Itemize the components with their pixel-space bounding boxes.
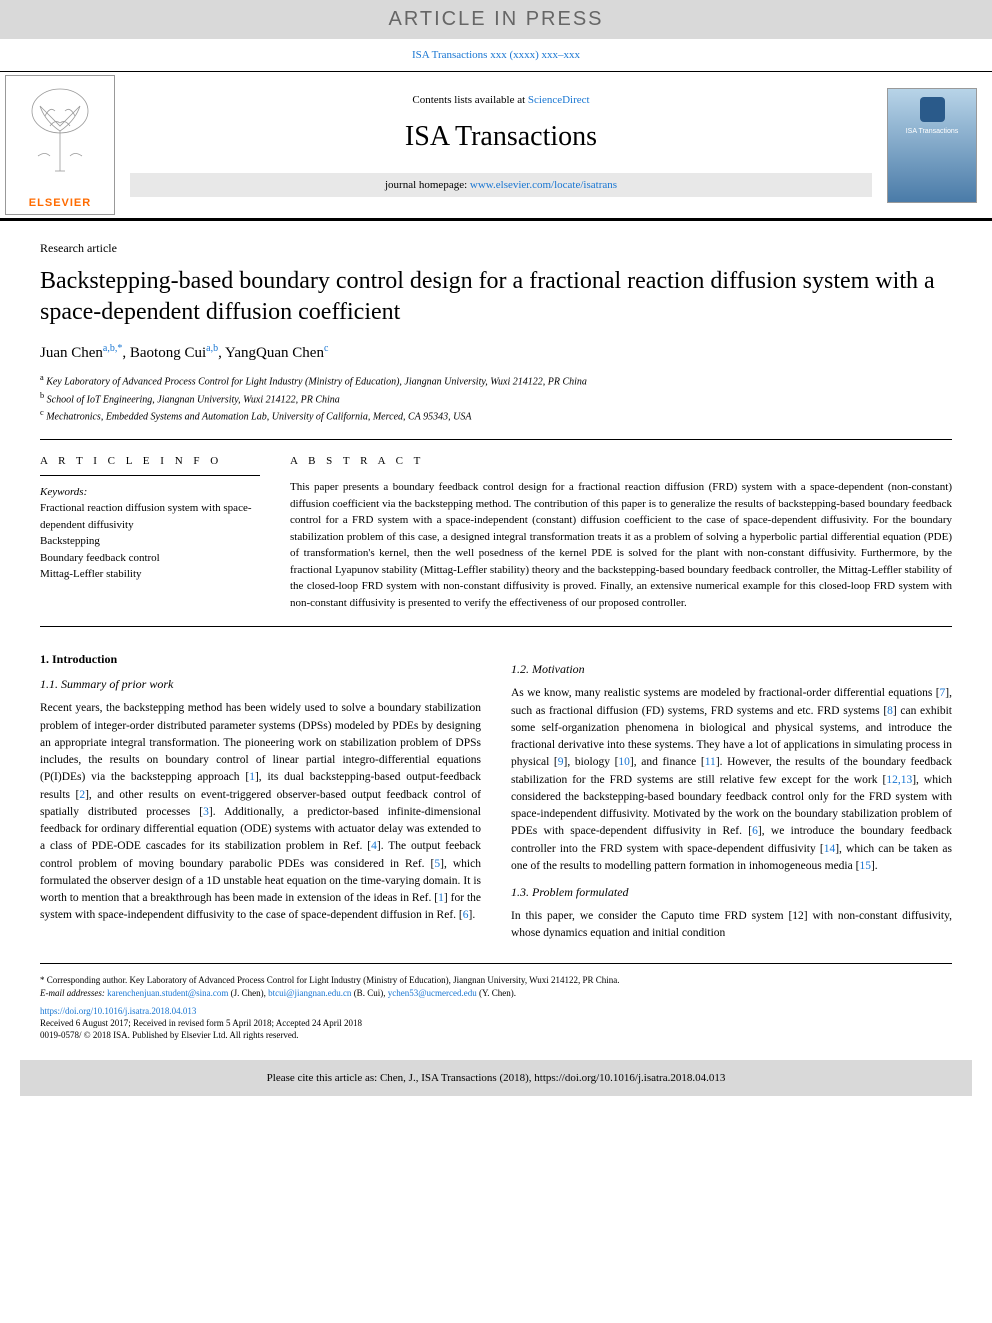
doi-line: https://doi.org/10.1016/j.isatra.2018.04… — [40, 1006, 952, 1016]
cover-title: ISA Transactions — [906, 128, 959, 135]
article-type: Research article — [40, 241, 952, 256]
article-in-press-banner: ARTICLE IN PRESS — [0, 0, 992, 39]
authors: Juan Chena,b,*, Baotong Cuia,b, YangQuan… — [40, 343, 952, 362]
author-2: Baotong Cuia,b — [130, 345, 218, 361]
section-1-3-text: In this paper, we consider the Caputo ti… — [511, 908, 952, 943]
affiliations: a Key Laboratory of Advanced Process Con… — [40, 372, 952, 424]
section-1-heading: 1. Introduction — [40, 652, 481, 667]
journal-reference: ISA Transactions xxx (xxxx) xxx–xxx — [0, 39, 992, 71]
body-columns: 1. Introduction 1.1. Summary of prior wo… — [40, 652, 952, 942]
journal-header: ELSEVIER Contents lists available at Sci… — [0, 71, 992, 221]
section-1-2-text: As we know, many realistic systems are m… — [511, 685, 952, 875]
author-1: Juan Chena,b,* — [40, 345, 122, 361]
journal-cover: ISA Transactions — [887, 88, 977, 203]
elsevier-text: ELSEVIER — [29, 197, 91, 209]
section-1-2-heading: 1.2. Motivation — [511, 662, 952, 677]
right-column: 1.2. Motivation As we know, many realist… — [511, 652, 952, 942]
abstract-heading: A B S T R A C T — [290, 455, 952, 467]
keyword-1: Fractional reaction diffusion system wit… — [40, 500, 260, 533]
keywords-list: Fractional reaction diffusion system wit… — [40, 500, 260, 583]
homepage-link[interactable]: www.elsevier.com/locate/isatrans — [470, 179, 617, 191]
journal-title: ISA Transactions — [130, 121, 872, 153]
homepage-prefix: journal homepage: — [385, 179, 470, 191]
article-info-heading: A R T I C L E I N F O — [40, 455, 260, 476]
abstract-text: This paper presents a boundary feedback … — [290, 479, 952, 611]
cite-box: Please cite this article as: Chen, J., I… — [20, 1060, 972, 1096]
affiliation-b: b School of IoT Engineering, Jiangnan Un… — [40, 390, 952, 407]
cover-badge-icon — [920, 97, 945, 122]
received-line: Received 6 August 2017; Received in revi… — [40, 1018, 952, 1028]
doi-link[interactable]: https://doi.org/10.1016/j.isatra.2018.04… — [40, 1006, 196, 1016]
elsevier-logo: ELSEVIER — [5, 75, 115, 215]
sciencedirect-link[interactable]: ScienceDirect — [528, 94, 590, 106]
email-label: E-mail addresses: — [40, 988, 107, 998]
keyword-4: Mittag-Leffler stability — [40, 566, 260, 583]
homepage-line: journal homepage: www.elsevier.com/locat… — [130, 173, 872, 197]
keywords-label: Keywords: — [40, 486, 260, 498]
section-1-1-heading: 1.1. Summary of prior work — [40, 677, 481, 692]
author-3: YangQuan Chenc — [225, 345, 328, 361]
email-1[interactable]: karenchenjuan.student@sina.com — [107, 988, 228, 998]
affiliation-a: a Key Laboratory of Advanced Process Con… — [40, 372, 952, 389]
section-1-1-text: Recent years, the backstepping method ha… — [40, 700, 481, 924]
left-column: 1. Introduction 1.1. Summary of prior wo… — [40, 652, 481, 942]
keyword-3: Boundary feedback control — [40, 550, 260, 567]
abstract-column: A B S T R A C T This paper presents a bo… — [290, 455, 952, 611]
contents-prefix: Contents lists available at — [412, 94, 527, 106]
corresp-text: * Corresponding author. Key Laboratory o… — [40, 974, 952, 988]
affiliation-c: c Mechatronics, Embedded Systems and Aut… — [40, 407, 952, 424]
section-1-3-heading: 1.3. Problem formulated — [511, 885, 952, 900]
keyword-2: Backstepping — [40, 533, 260, 550]
article-info-column: A R T I C L E I N F O Keywords: Fraction… — [40, 455, 290, 611]
header-center: Contents lists available at ScienceDirec… — [120, 84, 882, 207]
footer-separator — [40, 963, 952, 964]
email-line: E-mail addresses: karenchenjuan.student@… — [40, 987, 952, 1001]
corresponding-author-footnote: * Corresponding author. Key Laboratory o… — [40, 974, 952, 1001]
email-2[interactable]: btcui@jiangnan.edu.cn — [268, 988, 351, 998]
copyright-line: 0019-0578/ © 2018 ISA. Published by Else… — [40, 1030, 952, 1040]
journal-ref-link[interactable]: ISA Transactions xxx (xxxx) xxx–xxx — [412, 49, 580, 61]
info-abstract-block: A R T I C L E I N F O Keywords: Fraction… — [40, 439, 952, 627]
elsevier-tree-icon — [20, 81, 100, 176]
email-3[interactable]: ychen53@ucmerced.edu — [388, 988, 477, 998]
article-title: Backstepping-based boundary control desi… — [40, 266, 952, 328]
contents-line: Contents lists available at ScienceDirec… — [130, 94, 872, 106]
